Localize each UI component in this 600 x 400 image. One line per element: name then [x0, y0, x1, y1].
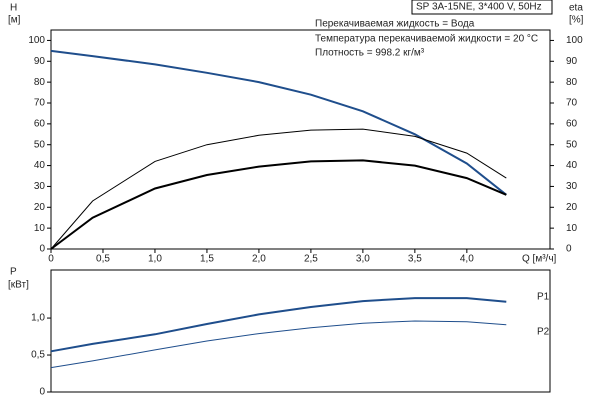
y2-tick-label: 20: [566, 202, 578, 213]
y-tick-label: 0,5: [31, 350, 45, 361]
y2-tick-label: 30: [566, 181, 578, 192]
y-axis-unit: [м]: [8, 15, 21, 26]
x-tick-label: 0,5: [96, 254, 110, 265]
y-tick-label: 0: [39, 387, 45, 398]
x-tick-label: 2,0: [252, 254, 266, 265]
y2-tick-label: 100: [566, 35, 583, 46]
y2-tick-label: 10: [566, 223, 578, 234]
annotation: Перекачиваемая жидкость = Вода: [315, 19, 475, 30]
y2-tick-label: 0: [566, 244, 572, 255]
series-line: [50, 128, 507, 250]
y-tick-label: 20: [34, 202, 46, 213]
x-tick-label: 0: [48, 254, 54, 265]
series-label: P2: [537, 326, 550, 337]
y-tick-label: 60: [34, 118, 46, 129]
y-tick-label: 90: [34, 56, 46, 67]
y2-tick-label: 80: [566, 77, 578, 88]
chart-title: SP 3A-15NE, 3*400 V, 50Hz: [416, 2, 542, 13]
title-box: [411, 0, 553, 15]
y-tick-label: 0: [39, 244, 45, 255]
y-tick-label: 10: [34, 223, 46, 234]
y2-tick-label: 70: [566, 98, 578, 109]
y-tick-label: 50: [34, 139, 46, 150]
series-line: [50, 320, 507, 369]
x-tick-label: 2,5: [304, 254, 318, 265]
series-label: P1: [537, 291, 550, 302]
y2-tick-label: 40: [566, 160, 578, 171]
y-tick-label: 30: [34, 181, 46, 192]
y2-tick-label: 50: [566, 139, 578, 150]
y2-axis-unit: [%]: [569, 15, 584, 26]
y2-axis-label: eta: [569, 3, 583, 14]
y-tick-label: 40: [34, 160, 46, 171]
x-tick-label: 3,5: [408, 254, 422, 265]
y-tick-label: 1,0: [31, 313, 45, 324]
plot-frame: [50, 29, 551, 250]
y-axis-label: H: [10, 3, 17, 14]
series-line: [50, 49, 507, 196]
y2-tick-label: 90: [566, 56, 578, 67]
x-tick-label: 1,0: [148, 254, 162, 265]
x-tick-label: 1,5: [200, 254, 214, 265]
x-axis-label: Q [м³/ч]: [522, 254, 557, 265]
y-tick-label: 80: [34, 77, 46, 88]
series-line: [50, 297, 507, 353]
y-tick-label: 70: [34, 98, 46, 109]
annotation: Плотность = 998.2 кг/м³: [315, 48, 425, 59]
y-tick-label: 100: [28, 35, 45, 46]
y-axis-label: P: [10, 267, 17, 278]
x-tick-label: 3,0: [356, 254, 370, 265]
y2-tick-label: 60: [566, 118, 578, 129]
plot-frame: [50, 269, 551, 393]
series-line: [50, 159, 507, 250]
x-tick-label: 4,0: [460, 254, 474, 265]
y-axis-unit: [кВт]: [8, 280, 29, 291]
annotation: Температура перекачиваемой жидкости = 20…: [315, 34, 538, 45]
